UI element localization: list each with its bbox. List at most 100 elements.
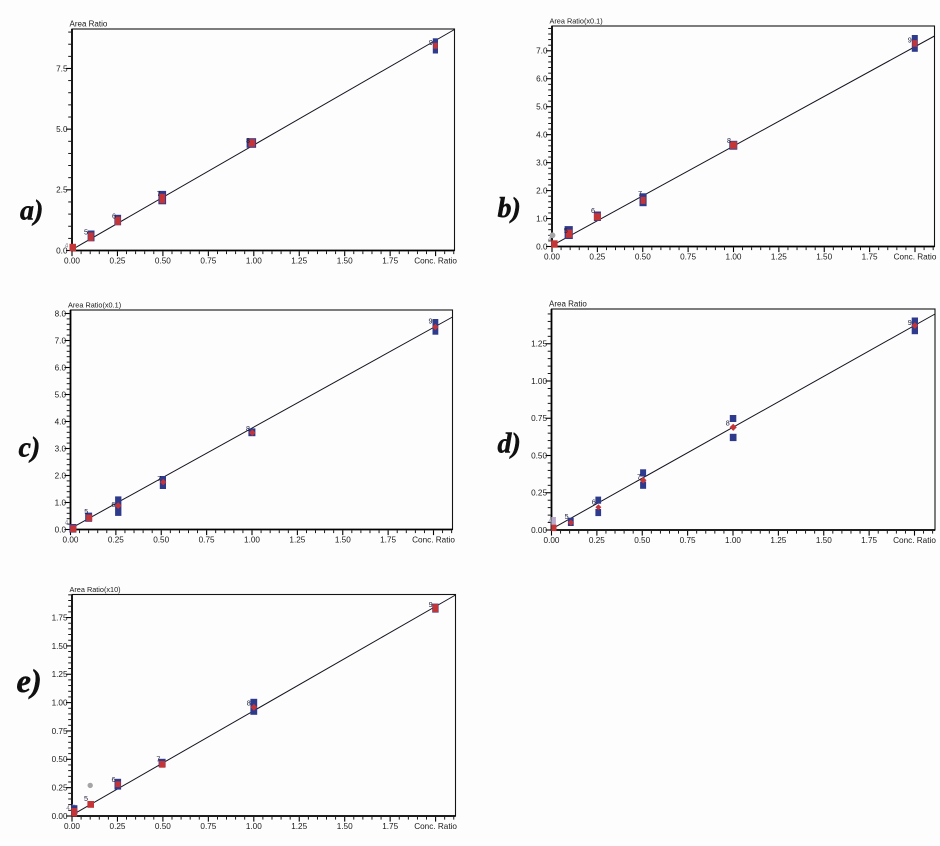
svg-text:4: 4 xyxy=(548,236,552,243)
svg-text:a): a) xyxy=(20,196,43,227)
svg-text:Area Ratio(x0.1): Area Ratio(x0.1) xyxy=(550,17,603,26)
svg-text:5: 5 xyxy=(84,227,88,236)
svg-text:4: 4 xyxy=(548,518,552,525)
svg-text:6.0: 6.0 xyxy=(536,75,548,84)
svg-text:1.75: 1.75 xyxy=(382,822,398,831)
svg-text:5: 5 xyxy=(84,794,88,803)
svg-text:1.25: 1.25 xyxy=(291,257,307,266)
svg-text:5: 5 xyxy=(564,226,568,235)
svg-text:1.0: 1.0 xyxy=(536,214,548,223)
svg-text:4.0: 4.0 xyxy=(55,417,67,426)
svg-text:0.25: 0.25 xyxy=(110,822,126,831)
svg-text:1.50: 1.50 xyxy=(337,822,353,831)
svg-text:Area Ratio: Area Ratio xyxy=(70,20,108,29)
svg-text:0.25: 0.25 xyxy=(108,536,124,545)
svg-text:Conc. Ratio: Conc. Ratio xyxy=(893,536,936,545)
svg-text:0.00: 0.00 xyxy=(544,536,560,545)
svg-text:Conc. Ratio: Conc. Ratio xyxy=(414,822,457,831)
svg-text:0.00: 0.00 xyxy=(64,822,80,831)
svg-text:0.75: 0.75 xyxy=(680,536,696,545)
svg-text:Conc. Ratio: Conc. Ratio xyxy=(414,257,457,266)
svg-text:1.00: 1.00 xyxy=(246,257,262,266)
svg-text:0.0: 0.0 xyxy=(56,246,68,255)
svg-text:6: 6 xyxy=(592,498,596,507)
svg-text:6: 6 xyxy=(591,206,595,215)
svg-text:7.0: 7.0 xyxy=(536,47,548,56)
svg-text:7.5: 7.5 xyxy=(56,64,68,73)
svg-text:5.0: 5.0 xyxy=(56,125,68,134)
svg-text:9: 9 xyxy=(429,317,433,326)
svg-text:0.25: 0.25 xyxy=(110,257,126,266)
svg-text:0.0: 0.0 xyxy=(55,525,67,534)
svg-text:0.25: 0.25 xyxy=(589,536,605,545)
svg-text:1.50: 1.50 xyxy=(816,536,832,545)
svg-text:3.0: 3.0 xyxy=(536,159,548,168)
svg-text:7: 7 xyxy=(157,474,161,483)
svg-text:8: 8 xyxy=(247,699,251,708)
svg-text:2.5: 2.5 xyxy=(56,186,68,195)
svg-text:1.75: 1.75 xyxy=(52,613,68,622)
svg-text:9: 9 xyxy=(908,318,912,327)
svg-text:7: 7 xyxy=(157,189,161,198)
svg-text:7.0: 7.0 xyxy=(55,336,67,345)
svg-text:0.50: 0.50 xyxy=(531,451,547,460)
svg-text:0.75: 0.75 xyxy=(531,414,547,423)
svg-text:1.75: 1.75 xyxy=(382,257,398,266)
svg-text:0.25: 0.25 xyxy=(531,489,547,498)
svg-text:1.00: 1.00 xyxy=(52,699,68,708)
svg-text:1.50: 1.50 xyxy=(335,536,351,545)
svg-text:1.25: 1.25 xyxy=(289,536,305,545)
svg-text:1.25: 1.25 xyxy=(291,822,307,831)
svg-text:9: 9 xyxy=(429,38,433,47)
svg-text:8: 8 xyxy=(726,419,730,428)
svg-text:1.75: 1.75 xyxy=(861,536,877,545)
svg-text:3.0: 3.0 xyxy=(55,444,67,453)
svg-text:4: 4 xyxy=(66,805,70,812)
svg-text:e): e) xyxy=(17,664,42,700)
svg-text:1.25: 1.25 xyxy=(771,253,787,262)
svg-text:1.50: 1.50 xyxy=(52,642,68,651)
svg-text:b): b) xyxy=(498,193,521,224)
svg-text:4: 4 xyxy=(65,520,69,527)
svg-text:0.75: 0.75 xyxy=(52,727,68,736)
svg-text:1.25: 1.25 xyxy=(770,536,786,545)
svg-text:7: 7 xyxy=(638,189,642,198)
svg-text:1.25: 1.25 xyxy=(531,340,547,349)
svg-text:1.75: 1.75 xyxy=(380,536,396,545)
svg-text:0.50: 0.50 xyxy=(153,536,169,545)
svg-text:8: 8 xyxy=(246,136,250,145)
svg-text:0.50: 0.50 xyxy=(52,755,68,764)
svg-text:Area Ratio(x0.1): Area Ratio(x0.1) xyxy=(68,301,121,310)
svg-text:0.00: 0.00 xyxy=(531,526,547,535)
svg-text:1.75: 1.75 xyxy=(862,253,878,262)
svg-text:0.50: 0.50 xyxy=(635,253,651,262)
svg-text:Area Ratio: Area Ratio xyxy=(549,300,587,309)
svg-text:9: 9 xyxy=(908,35,912,44)
svg-text:0.25: 0.25 xyxy=(589,253,605,262)
svg-text:0.50: 0.50 xyxy=(634,536,650,545)
svg-text:0.00: 0.00 xyxy=(63,536,79,545)
svg-text:0.75: 0.75 xyxy=(199,536,215,545)
svg-text:0.0: 0.0 xyxy=(536,242,548,251)
svg-text:8: 8 xyxy=(246,424,250,433)
svg-text:5: 5 xyxy=(565,512,569,521)
svg-text:6.0: 6.0 xyxy=(55,363,67,372)
svg-text:0.50: 0.50 xyxy=(155,257,171,266)
svg-text:8: 8 xyxy=(727,136,731,145)
svg-text:1.00: 1.00 xyxy=(244,536,260,545)
svg-text:8.0: 8.0 xyxy=(55,309,67,318)
svg-text:2.0: 2.0 xyxy=(536,187,548,196)
svg-text:6: 6 xyxy=(111,500,115,509)
svg-text:7: 7 xyxy=(156,754,160,763)
svg-text:1.50: 1.50 xyxy=(337,257,353,266)
svg-text:6: 6 xyxy=(112,775,116,784)
svg-text:1.0: 1.0 xyxy=(55,498,67,507)
svg-text:1.00: 1.00 xyxy=(246,822,262,831)
svg-text:7: 7 xyxy=(637,472,641,481)
svg-text:1.00: 1.00 xyxy=(531,377,547,386)
svg-text:5.0: 5.0 xyxy=(55,390,67,399)
svg-text:Conc. Ratio: Conc. Ratio xyxy=(412,536,455,545)
svg-text:5: 5 xyxy=(84,507,88,516)
svg-text:Area Ratio(x10): Area Ratio(x10) xyxy=(70,585,121,594)
svg-text:0.75: 0.75 xyxy=(200,257,216,266)
